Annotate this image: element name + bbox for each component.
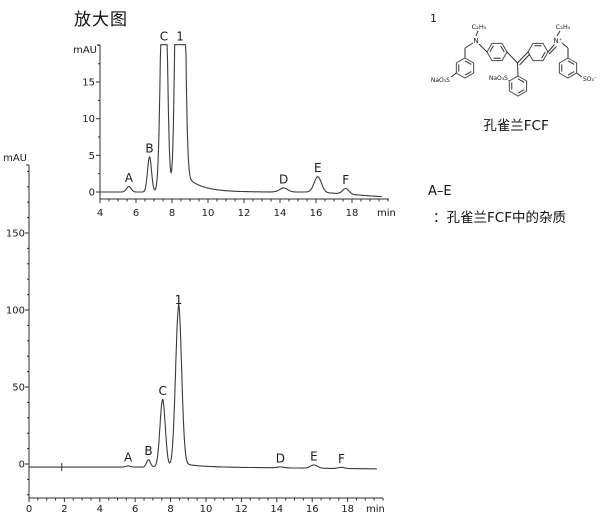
- annotation-impurities-note: ：孔雀兰FCF中的杂质: [433, 210, 566, 226]
- bond: [506, 51, 518, 64]
- x-tick-label: 8: [169, 208, 175, 219]
- ethyl-right-label: C₂H₅: [556, 23, 571, 31]
- x-tick-label: 12: [238, 208, 251, 219]
- y-tick-label: 10: [82, 114, 95, 125]
- x-tick-label: 12: [235, 504, 248, 515]
- peak-label-C: C: [160, 30, 168, 44]
- x-tick-label: 6: [133, 208, 139, 219]
- peak-label-B: B: [144, 444, 152, 458]
- peak-label-B: B: [145, 141, 153, 155]
- y-tick-label: 0: [19, 460, 25, 471]
- compound-number-label: 1: [430, 12, 437, 25]
- double-bond: [500, 45, 505, 53]
- structure-skeleton: [450, 30, 583, 97]
- iminium-right-label: N⁺: [554, 37, 563, 45]
- x-axis-unit-label: min: [377, 208, 396, 219]
- chromatogram-trace: [28, 303, 377, 470]
- x-tick-label: 6: [132, 504, 138, 515]
- x-tick-label: 18: [346, 208, 359, 219]
- zoomed-chromatogram: 0 5 10 15 4 6 8 10 12 14 16 18 mAU min A B C 1 D E F: [73, 30, 396, 220]
- bond: [547, 44, 555, 53]
- x-tick-label: 0: [26, 504, 32, 515]
- amine-left-label: N: [473, 37, 478, 45]
- double-bond: [567, 60, 575, 65]
- peak-label-1: 1: [175, 293, 183, 307]
- x-tick-label: 8: [167, 504, 173, 515]
- x-axis-unit-label: min: [366, 504, 385, 515]
- chromatogram-trace: [99, 44, 382, 198]
- x-tick-label: 4: [97, 504, 103, 515]
- x-tick-label: 18: [341, 504, 354, 515]
- y-tick-label: 15: [82, 78, 95, 89]
- y-tick-label: 150: [6, 229, 25, 240]
- peak-label-F: F: [338, 452, 345, 466]
- double-bond: [464, 71, 472, 76]
- benzene-ring: [558, 57, 578, 79]
- x-tick-label: 16: [306, 504, 319, 515]
- peak-label-E: E: [310, 449, 318, 463]
- structure-caption: 孔雀兰FCF: [483, 118, 549, 134]
- double-bond: [517, 78, 525, 83]
- double-bond: [567, 71, 575, 76]
- double-bond: [517, 89, 525, 94]
- y-tick-label: 5: [89, 151, 95, 162]
- peak-label-F: F: [342, 173, 349, 187]
- y-axis-unit-label: mAU: [73, 45, 97, 56]
- bond: [576, 72, 583, 78]
- annotation-peaks-range: A–E: [428, 184, 452, 199]
- x-tick-label: 14: [274, 208, 287, 219]
- y-tick-label: 0: [89, 188, 95, 199]
- x-tick-label: 10: [202, 208, 215, 219]
- page-title: 放大图: [74, 10, 128, 30]
- y-tick-label: 100: [6, 306, 25, 317]
- benzene-ring: [508, 75, 528, 97]
- bond: [548, 46, 557, 55]
- double-bond: [541, 51, 546, 59]
- peak-label-C: C: [158, 384, 166, 398]
- double-bond: [464, 60, 472, 65]
- peak-label-A: A: [124, 450, 133, 464]
- bond: [517, 62, 519, 77]
- sulfonate-right-label: SO₃⁻: [583, 76, 597, 83]
- ethyl-left-label: C₂H₅: [472, 23, 487, 31]
- x-tick-label: 14: [270, 504, 283, 515]
- x-tick-label: 4: [97, 208, 103, 219]
- bond: [450, 72, 457, 78]
- bond: [561, 42, 569, 49]
- x-tick-label: 16: [310, 208, 323, 219]
- x-tick-label: 2: [61, 504, 67, 515]
- y-tick-label: 50: [12, 383, 25, 394]
- peak-label-D: D: [279, 172, 288, 186]
- peak-label-E: E: [314, 161, 322, 175]
- bond: [556, 30, 561, 37]
- bond: [519, 54, 530, 66]
- peak-label-A: A: [125, 171, 134, 185]
- bond: [464, 42, 474, 49]
- x-tick-label: 10: [200, 504, 213, 515]
- peak-label-1: 1: [176, 30, 184, 44]
- double-bond: [489, 45, 494, 53]
- bond: [517, 51, 529, 64]
- sulfonate-left-label: NaO₃S: [431, 77, 450, 84]
- y-axis-unit-label: mAU: [3, 153, 27, 164]
- bond: [478, 43, 488, 53]
- sulfonate-center-label: NaO₃S: [489, 75, 508, 82]
- bond: [475, 30, 479, 37]
- chemical-structure: 1 C₂H₅ N C₂H₅ N⁺ NaO₃S NaO₃S SO₃⁻: [430, 12, 597, 97]
- benzene-ring: [455, 57, 475, 79]
- peak-label-D: D: [276, 452, 285, 466]
